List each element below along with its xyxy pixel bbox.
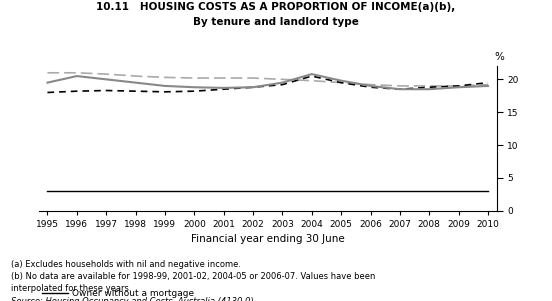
Text: Source: Housing Occupancy and Costs, Australia (4130.0).: Source: Housing Occupancy and Costs, Aus…: [11, 297, 256, 301]
Text: %: %: [495, 52, 505, 62]
Legend: Owner without a mortgage, Owner with a mortgage, Renter – state/territory housin: Owner without a mortgage, Owner with a m…: [39, 286, 263, 301]
Text: (b) No data are available for 1998-99, 2001-02, 2004-05 or 2006-07. Values have : (b) No data are available for 1998-99, 2…: [11, 272, 375, 281]
Text: interpolated for these years.: interpolated for these years.: [11, 284, 131, 293]
X-axis label: Financial year ending 30 June: Financial year ending 30 June: [191, 234, 344, 244]
Text: 10.11   HOUSING COSTS AS A PROPORTION OF INCOME(a)(b),: 10.11 HOUSING COSTS AS A PROPORTION OF I…: [97, 2, 455, 11]
Text: (a) Excludes households with nil and negative income.: (a) Excludes households with nil and neg…: [11, 260, 241, 269]
Text: By tenure and landlord type: By tenure and landlord type: [193, 17, 359, 26]
